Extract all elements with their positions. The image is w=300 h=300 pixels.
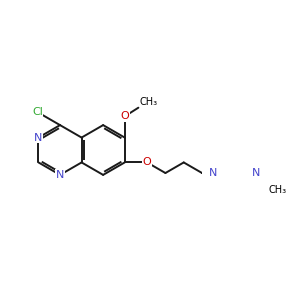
Text: CH₃: CH₃ [268,184,286,195]
Text: N: N [252,168,261,178]
Text: N: N [34,133,43,142]
Text: O: O [120,111,129,122]
Text: O: O [143,158,152,167]
Text: N: N [208,168,217,178]
Text: Cl: Cl [32,107,43,117]
Text: CH₃: CH₃ [140,97,158,107]
Text: N: N [56,170,64,180]
